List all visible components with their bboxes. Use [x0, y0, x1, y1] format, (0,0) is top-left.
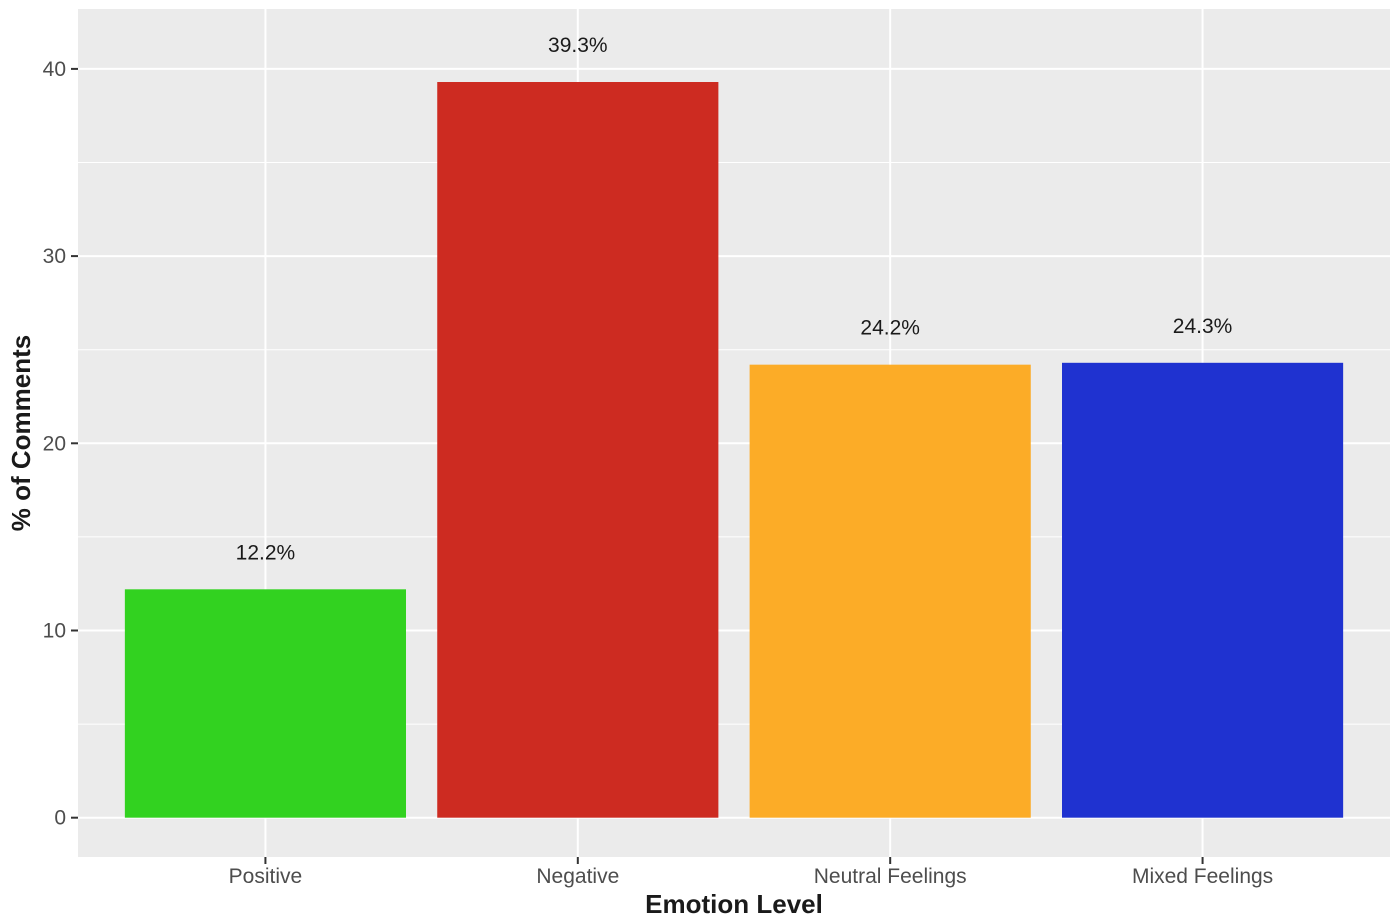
x-tick-label: Mixed Feelings [1132, 865, 1273, 888]
x-tick-label: Neutral Feelings [814, 865, 967, 888]
data-label: 24.3% [1173, 315, 1233, 338]
x-tick-label: Positive [229, 865, 303, 888]
data-label: 39.3% [548, 34, 608, 57]
bar-neutral-feelings [749, 364, 1031, 818]
y-tick-label: 20 [43, 432, 66, 455]
x-axis: Positive Negative Neutral Feelings Mixed Fe… [229, 857, 1273, 888]
x-axis-title: Emotion Level [645, 889, 823, 919]
data-label: 12.2% [236, 541, 296, 564]
y-tick-label: 30 [43, 245, 66, 268]
y-tick-label: 10 [43, 619, 66, 642]
bars [124, 82, 1344, 818]
y-tick-label: 0 [54, 807, 66, 830]
data-label: 24.2% [860, 317, 920, 340]
y-axis: 0 10 20 30 40 [43, 58, 78, 830]
bar-mixed-feelings [1062, 362, 1344, 818]
y-tick-label: 40 [43, 58, 66, 81]
y-axis-title: % of Comments [6, 335, 36, 531]
bar-negative [437, 82, 719, 818]
x-tick-label: Negative [536, 865, 619, 888]
data-labels: 12.2% 39.3% 24.2% 24.3% [236, 34, 1233, 564]
bar-positive [124, 589, 406, 818]
